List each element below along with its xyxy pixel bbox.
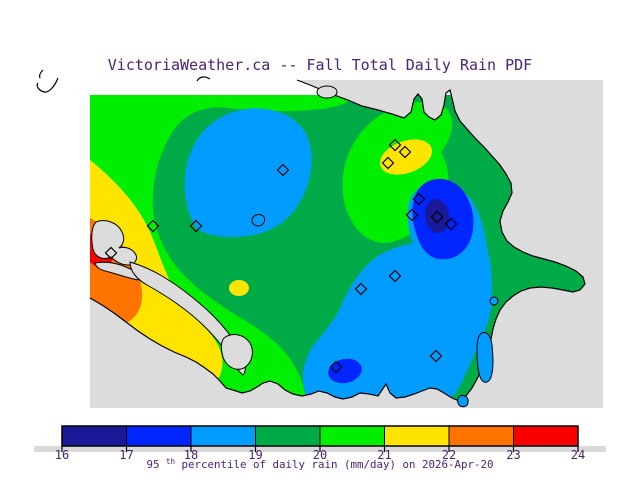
station-marker-diamond-icon	[329, 360, 343, 374]
caption-superscript: th	[166, 457, 175, 466]
station-marker-diamond-icon	[276, 163, 290, 177]
station-marker-diamond-icon	[381, 156, 395, 170]
station-marker-diamond-icon	[412, 192, 426, 206]
colorbar-tick-label: 22	[442, 448, 456, 462]
saltspring-arc	[36, 77, 59, 93]
station-marker-diamond-icon	[429, 349, 443, 363]
coastline	[89, 79, 586, 402]
coast-fragments	[36, 69, 211, 93]
station-marker-diamond-icon	[189, 219, 203, 233]
north-squiggle	[196, 76, 211, 82]
caption-rest: percentile of daily rain (mm/day) on 202…	[182, 458, 494, 471]
station-marker-diamond-icon	[405, 208, 419, 222]
colorbar-segment	[448, 425, 514, 447]
contour-18-19-upper-blob	[184, 108, 312, 238]
colorbar-tick-label: 19	[248, 448, 262, 462]
colorbar-segment	[190, 425, 256, 447]
colorbar-segment	[513, 425, 579, 447]
victoria-harbour	[220, 334, 253, 370]
station-marker-diamond-icon	[388, 138, 402, 152]
colorbar-ticks	[61, 446, 579, 452]
colorbar-tick-label: 21	[377, 448, 391, 462]
colorbar-tick-label: 16	[55, 448, 69, 462]
colorbar-tick-label: 23	[506, 448, 520, 462]
colorbar-segment	[126, 425, 192, 447]
esquimalt-lagoon	[94, 261, 139, 281]
contour-21-22-victoria-spot	[229, 280, 249, 296]
colorbar-segment	[384, 425, 450, 447]
small-island-east	[489, 296, 499, 306]
colorbar-tick-label: 20	[313, 448, 327, 462]
station-marker-diamond-icon	[444, 217, 458, 231]
gray-island-north	[316, 85, 338, 99]
station-marker-diamond-icon	[104, 246, 118, 260]
colorbar-segments	[61, 425, 579, 447]
small-island-south	[457, 395, 469, 408]
islands	[316, 85, 499, 408]
contour-17-18-southeast-oval	[328, 358, 362, 384]
gorge-waterway	[129, 261, 246, 376]
colorbar-tick-label: 24	[571, 448, 585, 462]
caption-prefix: 95	[146, 458, 159, 471]
station-marker-diamond-icon	[398, 145, 412, 159]
station-marker-diamond-icon	[430, 210, 444, 224]
station-markers	[104, 138, 458, 374]
colorbar-segment	[61, 425, 127, 447]
colorbar-caption: 95 th percentile of daily rain (mm/day) …	[146, 454, 493, 471]
colorbar-segment	[319, 425, 385, 447]
colorbar-tick-labels: 16 17 18 19 20 21 22 23 24	[55, 448, 585, 462]
station-marker-diamond-icon	[354, 282, 368, 296]
station-marker-diamond-icon	[146, 219, 160, 233]
colorbar-segment	[255, 425, 321, 447]
trial-island	[476, 332, 494, 383]
colorbar: 16 17 18 19 20 21 22 23 24 95 th percentile of d…	[34, 425, 606, 471]
lake-outline	[251, 214, 266, 227]
saltspring-tick	[39, 69, 44, 79]
sea-fill	[90, 80, 603, 408]
station-marker-diamond-icon	[388, 269, 402, 283]
colorbar-tick-label: 18	[184, 448, 198, 462]
contour-16-17-core	[424, 199, 450, 233]
esquimalt-harbour	[91, 220, 137, 266]
plot-title: VictoriaWeather.ca -- Fall Total Daily R…	[108, 56, 532, 74]
harbour-waterways	[91, 220, 253, 376]
colorbar-tick-label: 17	[119, 448, 133, 462]
